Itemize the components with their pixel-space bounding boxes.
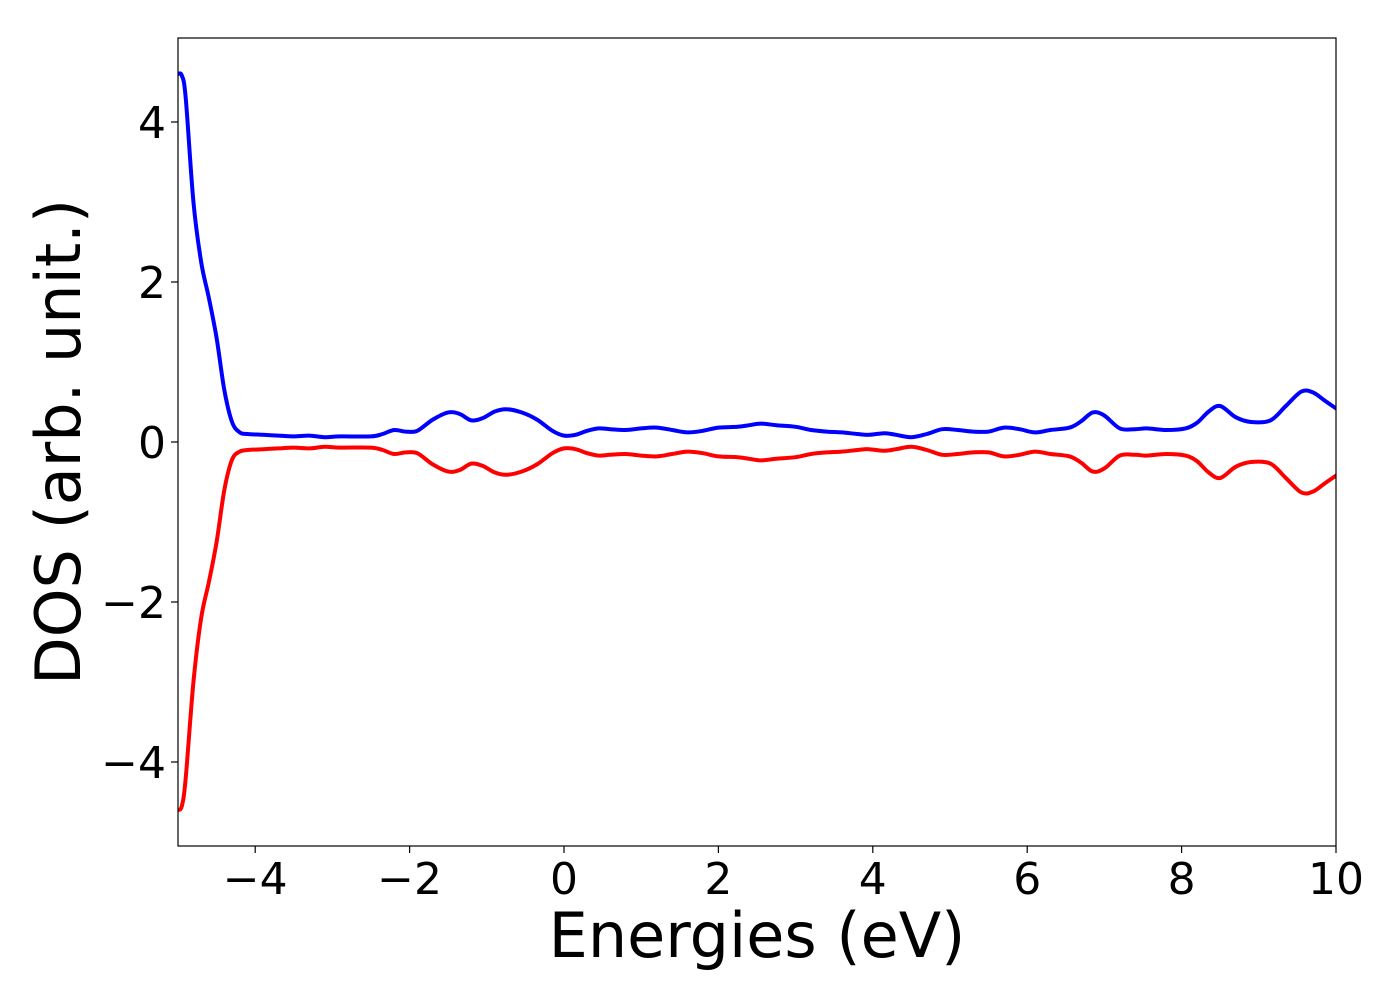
x-tick-label: 0: [550, 854, 578, 905]
x-tick-label: 6: [1013, 854, 1041, 905]
dos-series-line-2: [178, 444, 1336, 812]
x-axis-label: Energies (eV): [549, 899, 966, 972]
ticks-layer: −4 −2 0 2 4 6 8 10 −4 −2 0 2 4: [101, 98, 1364, 905]
y-tick-label: 4: [138, 98, 166, 149]
x-tick-label: 2: [704, 854, 732, 905]
x-tick-label: 10: [1308, 854, 1364, 905]
y-tick-label: −2: [101, 578, 166, 629]
x-tick-label: 8: [1168, 854, 1196, 905]
y-tick-label: 2: [138, 258, 166, 309]
x-tick-label: −4: [223, 854, 288, 905]
y-tick-label: 0: [138, 418, 166, 469]
y-axis-label: DOS (arb. unit.): [22, 199, 95, 685]
x-tick-label: −2: [377, 854, 442, 905]
y-tick-label: −4: [101, 738, 166, 789]
dos-series-line-1: [178, 71, 1336, 440]
x-tick-label: 4: [859, 854, 887, 905]
series-layer: [178, 71, 1336, 812]
